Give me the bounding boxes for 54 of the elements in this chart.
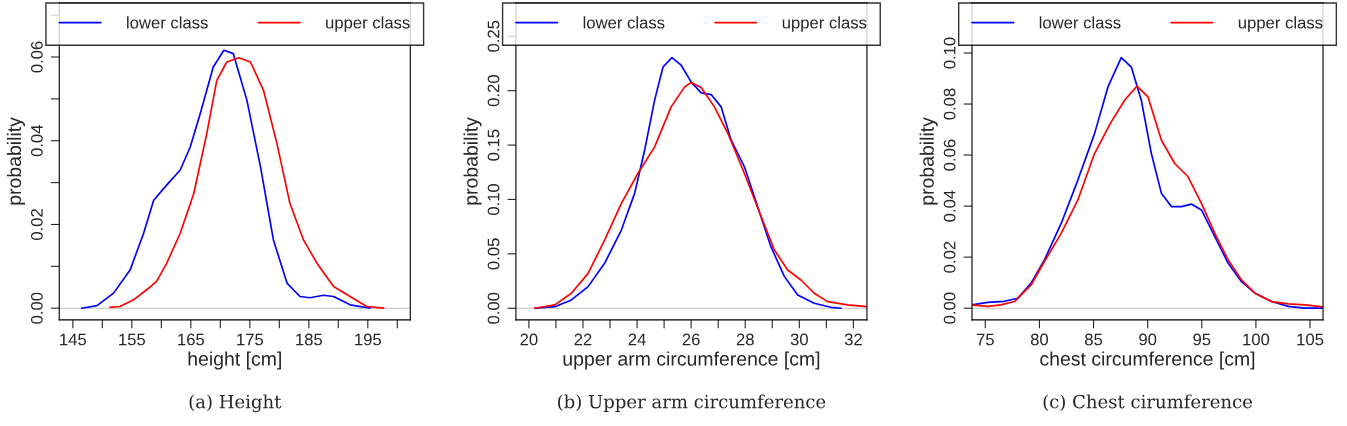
y-tick-label: 0.06 [943,139,956,171]
text: (a) Height [189,394,282,413]
x-tick-label: 80 [1030,333,1049,346]
y-tick-label: 0.20 [487,75,500,107]
x-tick-label: 175 [237,333,264,346]
line-series [109,56,385,310]
text: (b) Upper arm circumference [558,394,826,412]
y-tick-label: 0.00 [30,292,43,324]
x-tick-label: 155 [119,333,146,346]
x-tick-label: 185 [296,333,323,346]
y-tick-label: 0.04 [943,190,956,222]
line-series [533,81,867,310]
x-axis-title: chest circumference [cm] [1040,351,1255,370]
y-axis-title: probability [6,117,25,205]
line-series [80,49,372,310]
x-tick-label: 100 [1243,333,1270,346]
text: (c) Chest cirumference [1043,394,1252,411]
x-tick-label: 165 [178,333,205,346]
y-tick-label: 0.10 [487,183,500,216]
x-tick-label: 30 [790,333,808,346]
x-tick-label: 145 [60,333,87,346]
x-tick-label: 24 [628,333,646,346]
x-tick-label: 95 [1193,333,1211,346]
y-tick-label: 0.10 [943,37,956,69]
y-tick-label: 0.04 [30,125,43,157]
x-tick-label: 105 [1297,333,1324,346]
y-tick-label: 0.02 [30,209,43,241]
y-tick-label: 0.06 [30,41,43,73]
x-axis-title: upper arm circumference [cm] [563,351,820,370]
x-tick-label: 85 [1085,333,1103,346]
y-tick-label: 0.08 [943,88,956,120]
y-axis-title: probability [919,117,938,205]
legend-label: lower class [127,16,208,29]
y-tick-label: 0.02 [943,241,956,273]
y-tick-label: 0.25 [487,20,500,52]
x-tick-label: 90 [1139,333,1157,346]
y-tick-label: 0.15 [487,129,500,161]
x-tick-label: 28 [736,333,754,346]
x-tick-label: 32 [844,333,862,346]
x-tick-label: 26 [682,333,700,346]
x-axis-title: height [cm] [188,351,281,370]
legend-label: upper class [1238,16,1323,32]
y-axis-title: probability [463,117,482,205]
x-tick-label: 75 [976,333,994,346]
y-tick-label: 0.00 [487,292,500,324]
legend-label: upper class [326,16,410,32]
legend-label: upper class [782,16,867,32]
y-tick-label: 0.00 [943,292,956,324]
x-tick-label: 20 [520,333,538,346]
legend-label: lower class [1039,16,1121,29]
x-tick-label: 195 [355,333,382,346]
legend-label: lower class [583,16,665,29]
y-tick-label: 0.05 [487,238,500,270]
x-tick-label: 22 [574,333,592,346]
